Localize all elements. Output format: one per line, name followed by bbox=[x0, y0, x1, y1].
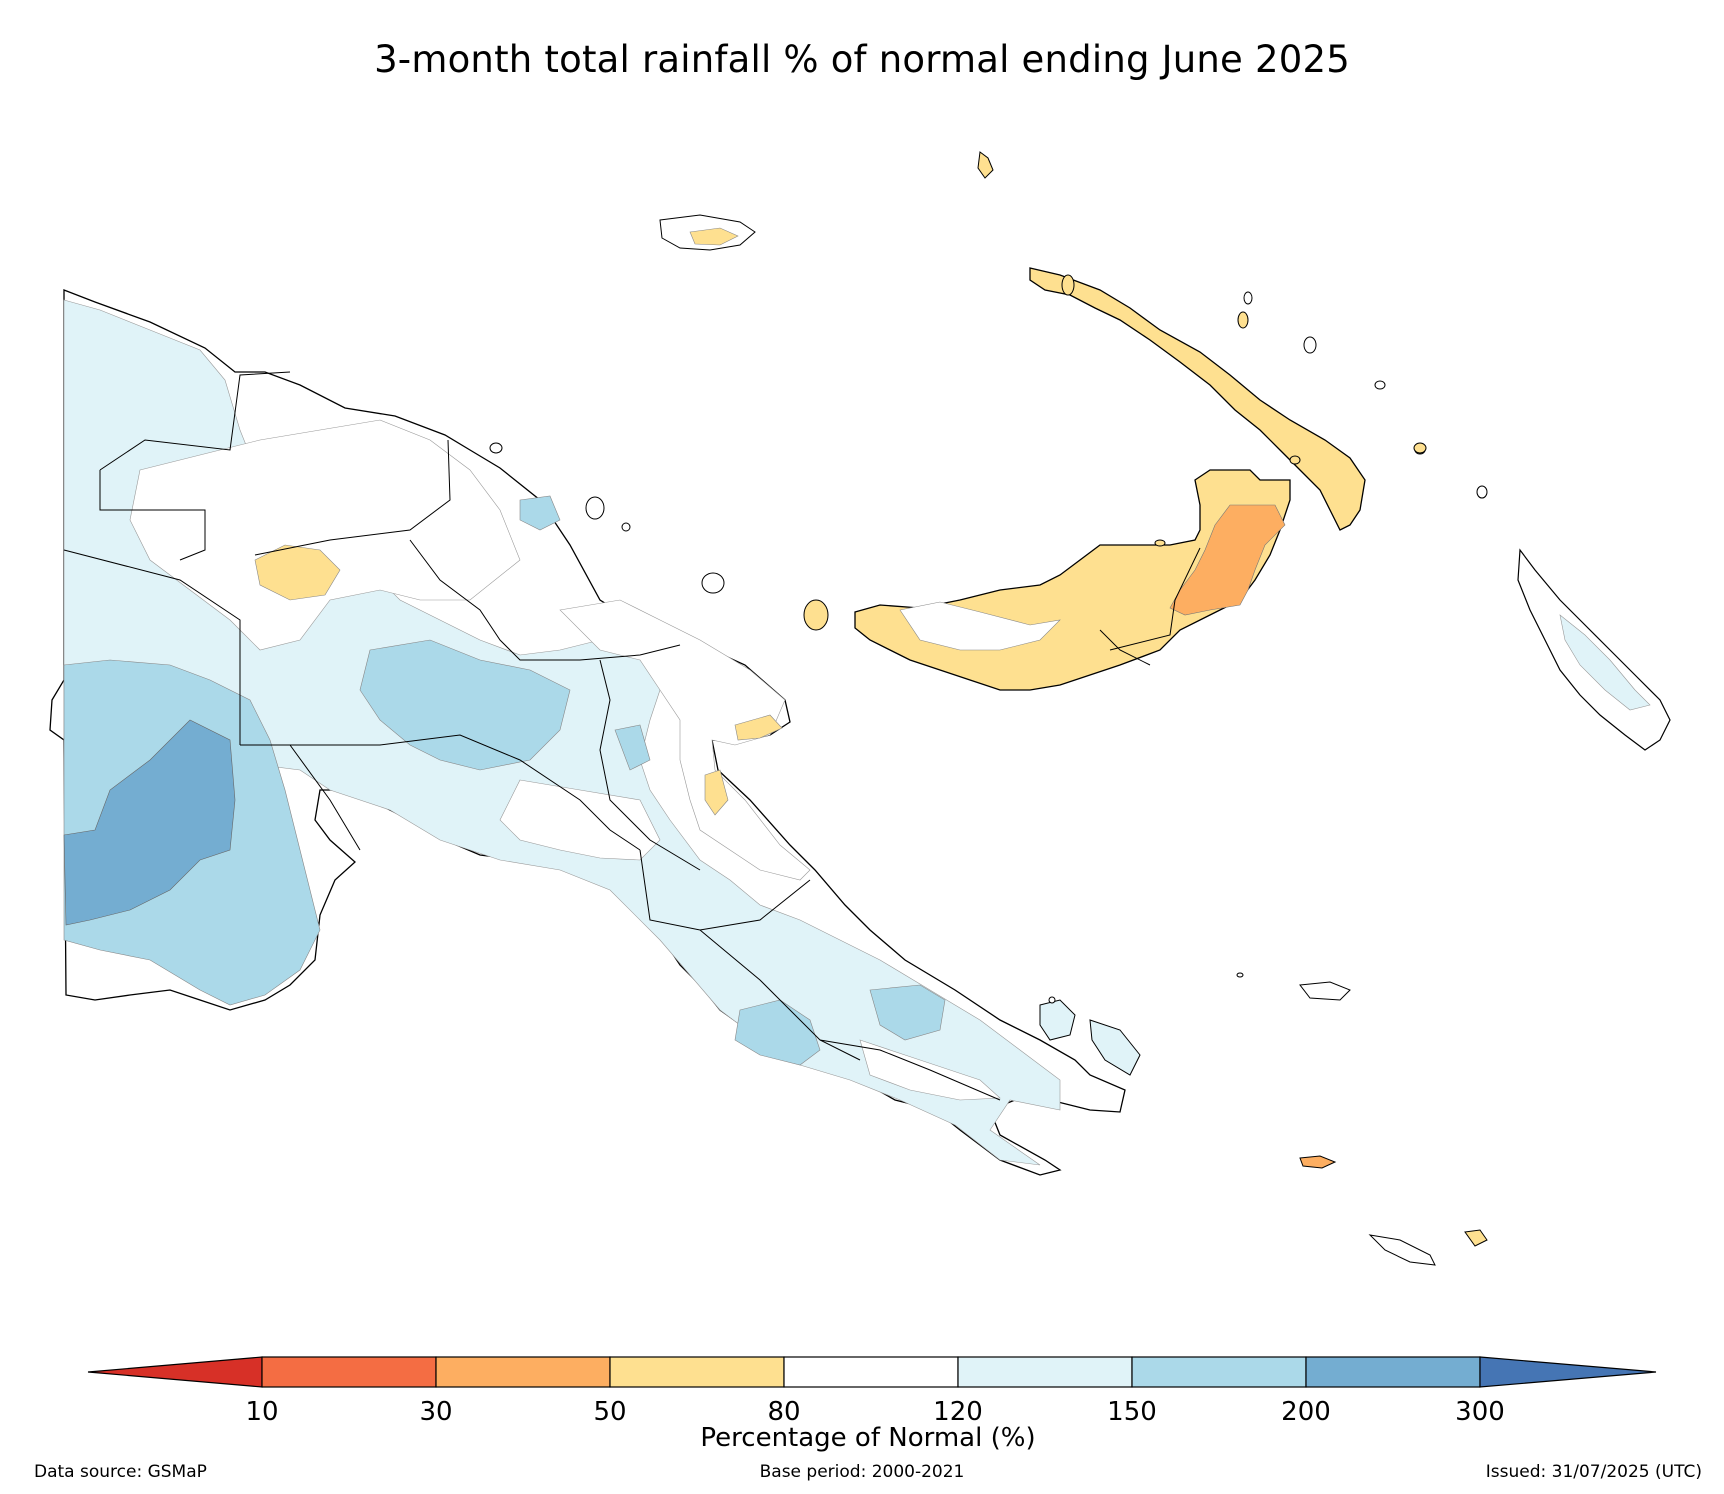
zone-50-80-coast bbox=[704, 769, 729, 816]
colorbar-bin bbox=[1131, 1356, 1307, 1388]
colorbar-bin bbox=[783, 1356, 959, 1388]
colorbar-tick-label: 200 bbox=[1281, 1397, 1331, 1427]
manus-dry bbox=[689, 227, 739, 246]
issued-date: Issued: 31/07/2025 (UTC) bbox=[1485, 1462, 1702, 1482]
province-borders bbox=[63, 371, 1001, 1101]
zone-30-50-gazelle bbox=[1169, 504, 1286, 616]
new-britain bbox=[854, 469, 1291, 691]
colorbar-tick-label: 300 bbox=[1455, 1397, 1505, 1427]
zone-150-200-central bbox=[734, 999, 821, 1066]
zone-150-200-highlands bbox=[359, 639, 571, 771]
woodlark-island bbox=[1299, 981, 1351, 1001]
zone-150-200-milne bbox=[869, 984, 946, 1041]
colorbar-tick-label: 50 bbox=[593, 1397, 626, 1427]
colorbar-tick-label: 10 bbox=[245, 1397, 278, 1427]
zone-80-120-nb bbox=[899, 601, 1061, 651]
small-islands bbox=[489, 291, 1488, 1004]
colorbar-bin bbox=[957, 1356, 1133, 1388]
data-source: Data source: GSMaP bbox=[34, 1462, 207, 1482]
colorbar-tick-label: 120 bbox=[933, 1397, 983, 1427]
colorbar-tick-label: 80 bbox=[767, 1397, 800, 1427]
zone-80-120-south bbox=[499, 779, 661, 861]
base-period: Base period: 2000-2021 bbox=[759, 1462, 965, 1482]
colorbar-tick-label: 150 bbox=[1107, 1397, 1157, 1427]
colorbar-tick-label: 30 bbox=[419, 1397, 452, 1427]
colorbar bbox=[87, 1356, 1657, 1388]
normanby-island bbox=[1089, 1019, 1141, 1076]
zone-80-120-north bbox=[129, 419, 521, 651]
rossel-island bbox=[1464, 1229, 1488, 1247]
bougainville-wet bbox=[1559, 614, 1651, 711]
zone-50-80-sandaun bbox=[254, 544, 341, 601]
colorbar-bin bbox=[609, 1356, 785, 1388]
small-islands-dry bbox=[803, 274, 1427, 631]
new-ireland bbox=[1029, 267, 1366, 531]
fergusson-island bbox=[1039, 999, 1076, 1041]
zone-150-200-northcoast bbox=[519, 495, 561, 531]
zone-150-200-gulf bbox=[614, 724, 651, 771]
colorbar-bin bbox=[87, 1356, 263, 1388]
province-border-nb bbox=[1099, 547, 1201, 666]
tagula-island bbox=[1368, 1234, 1436, 1266]
colorbar-bin bbox=[261, 1356, 437, 1388]
misima-island bbox=[1299, 1155, 1337, 1169]
colorbar-bin bbox=[1305, 1356, 1481, 1388]
colorbar-ticks: 10 30 50 80 120 150 200 300 bbox=[245, 1397, 1504, 1427]
colorbar-label: Percentage of Normal (%) bbox=[700, 1423, 1035, 1453]
zone-80-120-east bbox=[559, 599, 811, 881]
mussau bbox=[977, 151, 994, 179]
zone-50-80-madang bbox=[734, 714, 783, 741]
mainland bbox=[49, 289, 1126, 1176]
colorbar-bin bbox=[1479, 1356, 1657, 1388]
map-title: 3-month total rainfall % of normal endin… bbox=[374, 38, 1350, 81]
colorbar-bin bbox=[435, 1356, 611, 1388]
zone-200-300-western bbox=[63, 719, 236, 926]
